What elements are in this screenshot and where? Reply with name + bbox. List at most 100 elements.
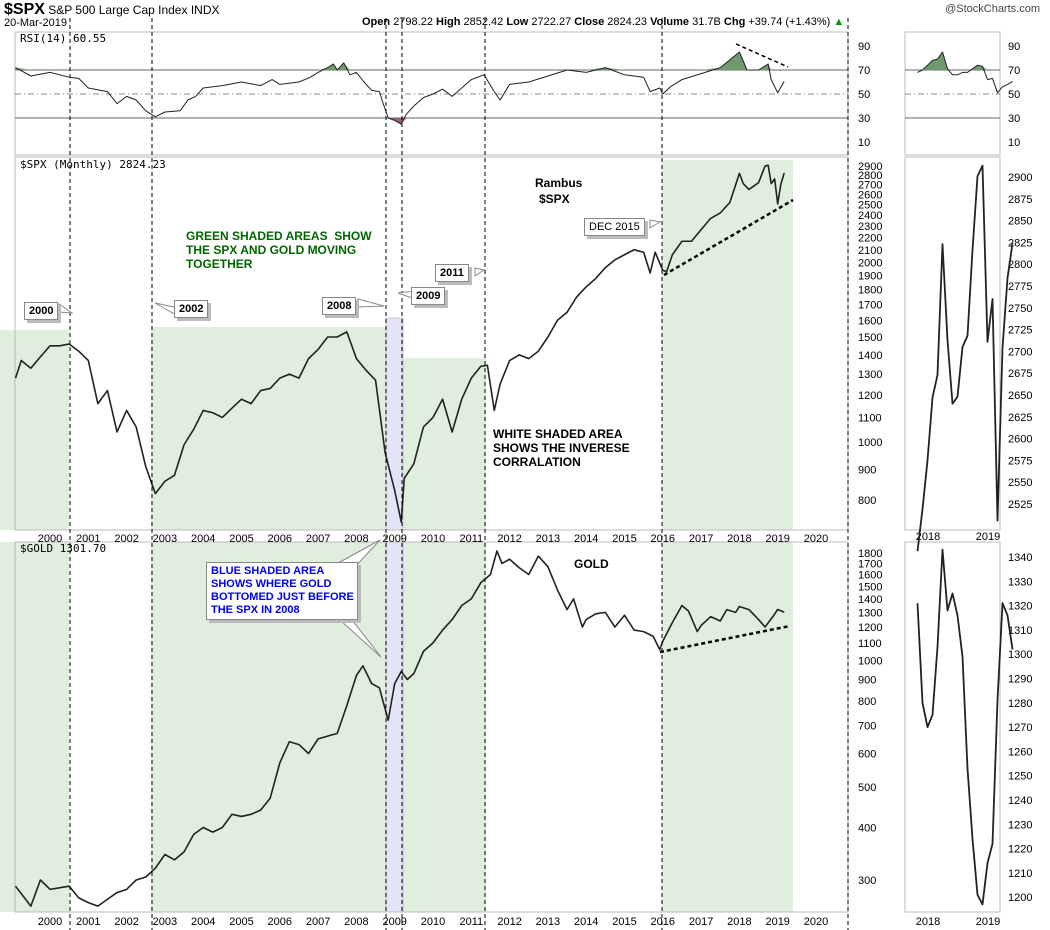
spx-y-tick: 1700: [858, 300, 882, 312]
spx-y-tick: 1100: [858, 412, 882, 424]
spx-x-tick: 2009: [382, 533, 406, 545]
low-label: Low: [506, 16, 529, 28]
spx-line: [14, 164, 785, 523]
callout-2000: 2000: [24, 302, 59, 320]
gold-x-tick: 2002: [114, 916, 138, 928]
rsi-mini-y-tick: 90: [1008, 41, 1020, 53]
rsi-y-tick: 50: [858, 89, 870, 101]
gold-x-tick: 2018: [727, 916, 751, 928]
rsi-mini-y-tick: 30: [1008, 113, 1020, 125]
gold-y-tick: 1300: [858, 607, 882, 619]
spx-mini-y-tick: 2525: [1008, 499, 1032, 511]
open-label: Open: [362, 16, 391, 28]
gold-y-tick: 1500: [858, 581, 882, 593]
spx-y-tick: 2300: [858, 221, 882, 233]
spx-x-tick: 2014: [574, 533, 598, 545]
stockcharts-logo: @StockCharts.com: [945, 3, 1040, 15]
gold-y-tick: 1200: [858, 622, 882, 634]
rsi-mini-overbought-fill: [917, 52, 1013, 70]
spx-mini-y-tick: 2700: [1008, 346, 1032, 358]
spx-x-tick: 2004: [191, 533, 215, 545]
spx-mini-y-tick: 2875: [1008, 194, 1032, 206]
spx-x-tick: 2008: [344, 533, 368, 545]
gold-x-tick: 2015: [612, 916, 636, 928]
gold-green-shade: [403, 542, 486, 912]
spx-green-shade: [0, 330, 69, 530]
spx-mini-y-tick: 2725: [1008, 325, 1032, 337]
gold-y-tick: 600: [858, 749, 876, 761]
gold-y-tick: 500: [858, 782, 876, 794]
spx-x-tick: 2015: [612, 533, 636, 545]
spx-trendline: [663, 198, 794, 277]
callout-2002: 2002: [174, 300, 209, 318]
spx-y-tick: 800: [858, 495, 876, 507]
spx-mini-y-tick: 2650: [1008, 390, 1032, 402]
callout-pointer: [649, 219, 662, 229]
spx-mini-y-tick: 2550: [1008, 477, 1032, 489]
index-name: S&P 500 Large Cap Index: [48, 3, 188, 17]
spx-mini-y-tick: 2825: [1008, 237, 1032, 249]
chart-date: 20-Mar-2019: [4, 17, 67, 29]
callout-pointer: [58, 303, 74, 314]
gold-x-tick: 2019: [765, 916, 789, 928]
spx-y-tick: 2000: [858, 257, 882, 269]
rsi-line: [15, 51, 785, 125]
gold-x-tick: 2000: [38, 916, 62, 928]
gold-x-tick: 2008: [344, 916, 368, 928]
spx-y-tick: 2700: [858, 180, 882, 192]
gold-mini-x-tick: 2018: [916, 916, 940, 928]
spx-x-tick: 2016: [651, 533, 675, 545]
gold-mini-y-tick: 1270: [1008, 722, 1032, 734]
gold-x-tick: 2016: [651, 916, 675, 928]
spx-mini-y-tick: 2625: [1008, 412, 1032, 424]
blue-callout-pointer-down: [338, 619, 382, 658]
spx-x-tick: 2020: [804, 533, 828, 545]
spx-x-tick: 2006: [268, 533, 292, 545]
gold-x-tick: 2006: [268, 916, 292, 928]
gold-mini-y-tick: 1320: [1008, 601, 1032, 613]
gold-mini-y-tick: 1240: [1008, 795, 1032, 807]
green-shade-note: GREEN SHADED AREAS SHOW THE SPX AND GOLD…: [186, 229, 372, 271]
rsi-y-tick: 30: [858, 113, 870, 125]
gold-x-tick: 2003: [153, 916, 177, 928]
exchange: INDX: [190, 3, 220, 17]
gold-green-shade: [662, 542, 793, 912]
spx-y-tick: 1000: [858, 437, 882, 449]
gold-trendline: [659, 624, 791, 654]
spx-x-tick: 2001: [76, 533, 100, 545]
spx-mini-panel-frame: [904, 156, 1001, 531]
gold-mini-y-tick: 1280: [1008, 698, 1032, 710]
spx-mini-y-tick: 2775: [1008, 281, 1032, 293]
symbol: $SPX: [4, 1, 45, 18]
gold-y-tick: 900: [858, 675, 876, 687]
spx-blue-shade: [385, 317, 404, 531]
spx-y-tick: 2900: [858, 161, 882, 173]
spx-y-tick: 2500: [858, 200, 882, 212]
spx-mini-y-tick: 2750: [1008, 303, 1032, 315]
spx-x-tick: 2019: [765, 533, 789, 545]
gold-x-tick: 2013: [536, 916, 560, 928]
spx-mini-y-tick: 2675: [1008, 368, 1032, 380]
rsi-trendline: [735, 43, 789, 68]
spx-x-tick: 2017: [689, 533, 713, 545]
spx-y-tick: 2800: [858, 170, 882, 182]
gold-y-tick: 300: [858, 875, 876, 887]
spx-x-tick: 2007: [306, 533, 330, 545]
high-value: 2852.42: [463, 16, 504, 28]
volume-value: 31.7B: [692, 16, 721, 28]
spx-green-shade: [403, 358, 486, 530]
gold-mini-y-tick: 1300: [1008, 649, 1032, 661]
low-value: 2722.27: [531, 16, 572, 28]
gold-label: GOLD: [574, 557, 609, 571]
spx-x-tick: 2018: [727, 533, 751, 545]
gold-x-tick: 2009: [382, 916, 406, 928]
spx-x-tick: 2003: [153, 533, 177, 545]
gold-mini-y-tick: 1250: [1008, 771, 1032, 783]
gold-line: [14, 550, 785, 907]
spx-y-tick: 2400: [858, 210, 882, 222]
callout-2008: 2008: [322, 297, 357, 315]
spx-x-tick: 2002: [114, 533, 138, 545]
gold-x-tick: 2001: [76, 916, 100, 928]
gold-title: $GOLD 1301.70: [20, 542, 106, 555]
